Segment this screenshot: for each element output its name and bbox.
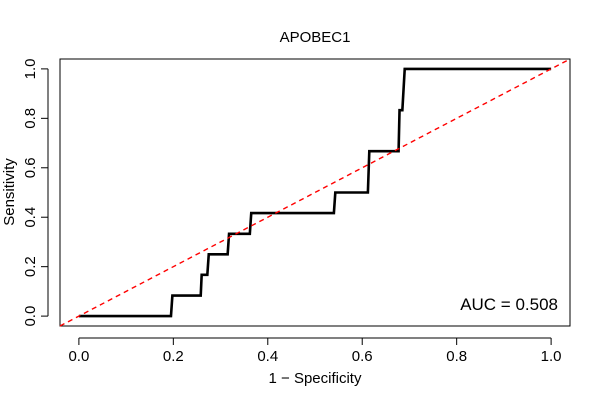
roc-curve — [78, 67, 552, 318]
chart-title: APOBEC1 — [280, 29, 351, 46]
auc-annotation: AUC = 0.508 — [460, 295, 558, 314]
x-axis-title: 1 − Specificity — [269, 370, 362, 387]
y-tick-label: 0.2 — [22, 256, 39, 277]
plot-frame — [59, 58, 571, 327]
y-tick-label: 0.6 — [22, 157, 39, 178]
y-axis-title: Sensitivity — [1, 158, 18, 226]
y-tick-label: 0.4 — [22, 207, 39, 228]
x-tick-label: 0.8 — [446, 348, 467, 365]
reference-diagonal-line — [59, 58, 571, 327]
y-tick-label: 1.0 — [22, 58, 39, 79]
series-layer — [59, 58, 571, 327]
x-tick-label: 0.4 — [257, 348, 278, 365]
x-tick-label: 0.0 — [68, 348, 89, 365]
x-tick-label: 1.0 — [541, 348, 562, 365]
y-tick-label: 0.8 — [22, 108, 39, 129]
x-tick-label: 0.6 — [352, 348, 373, 365]
x-tick-label: 0.2 — [163, 348, 184, 365]
x-axis: 0.0 0.2 0.4 0.6 0.8 1.0 — [68, 337, 562, 365]
y-axis: 0.0 0.2 0.4 0.6 0.8 1.0 — [22, 58, 49, 327]
y-tick-label: 0.0 — [22, 306, 39, 327]
